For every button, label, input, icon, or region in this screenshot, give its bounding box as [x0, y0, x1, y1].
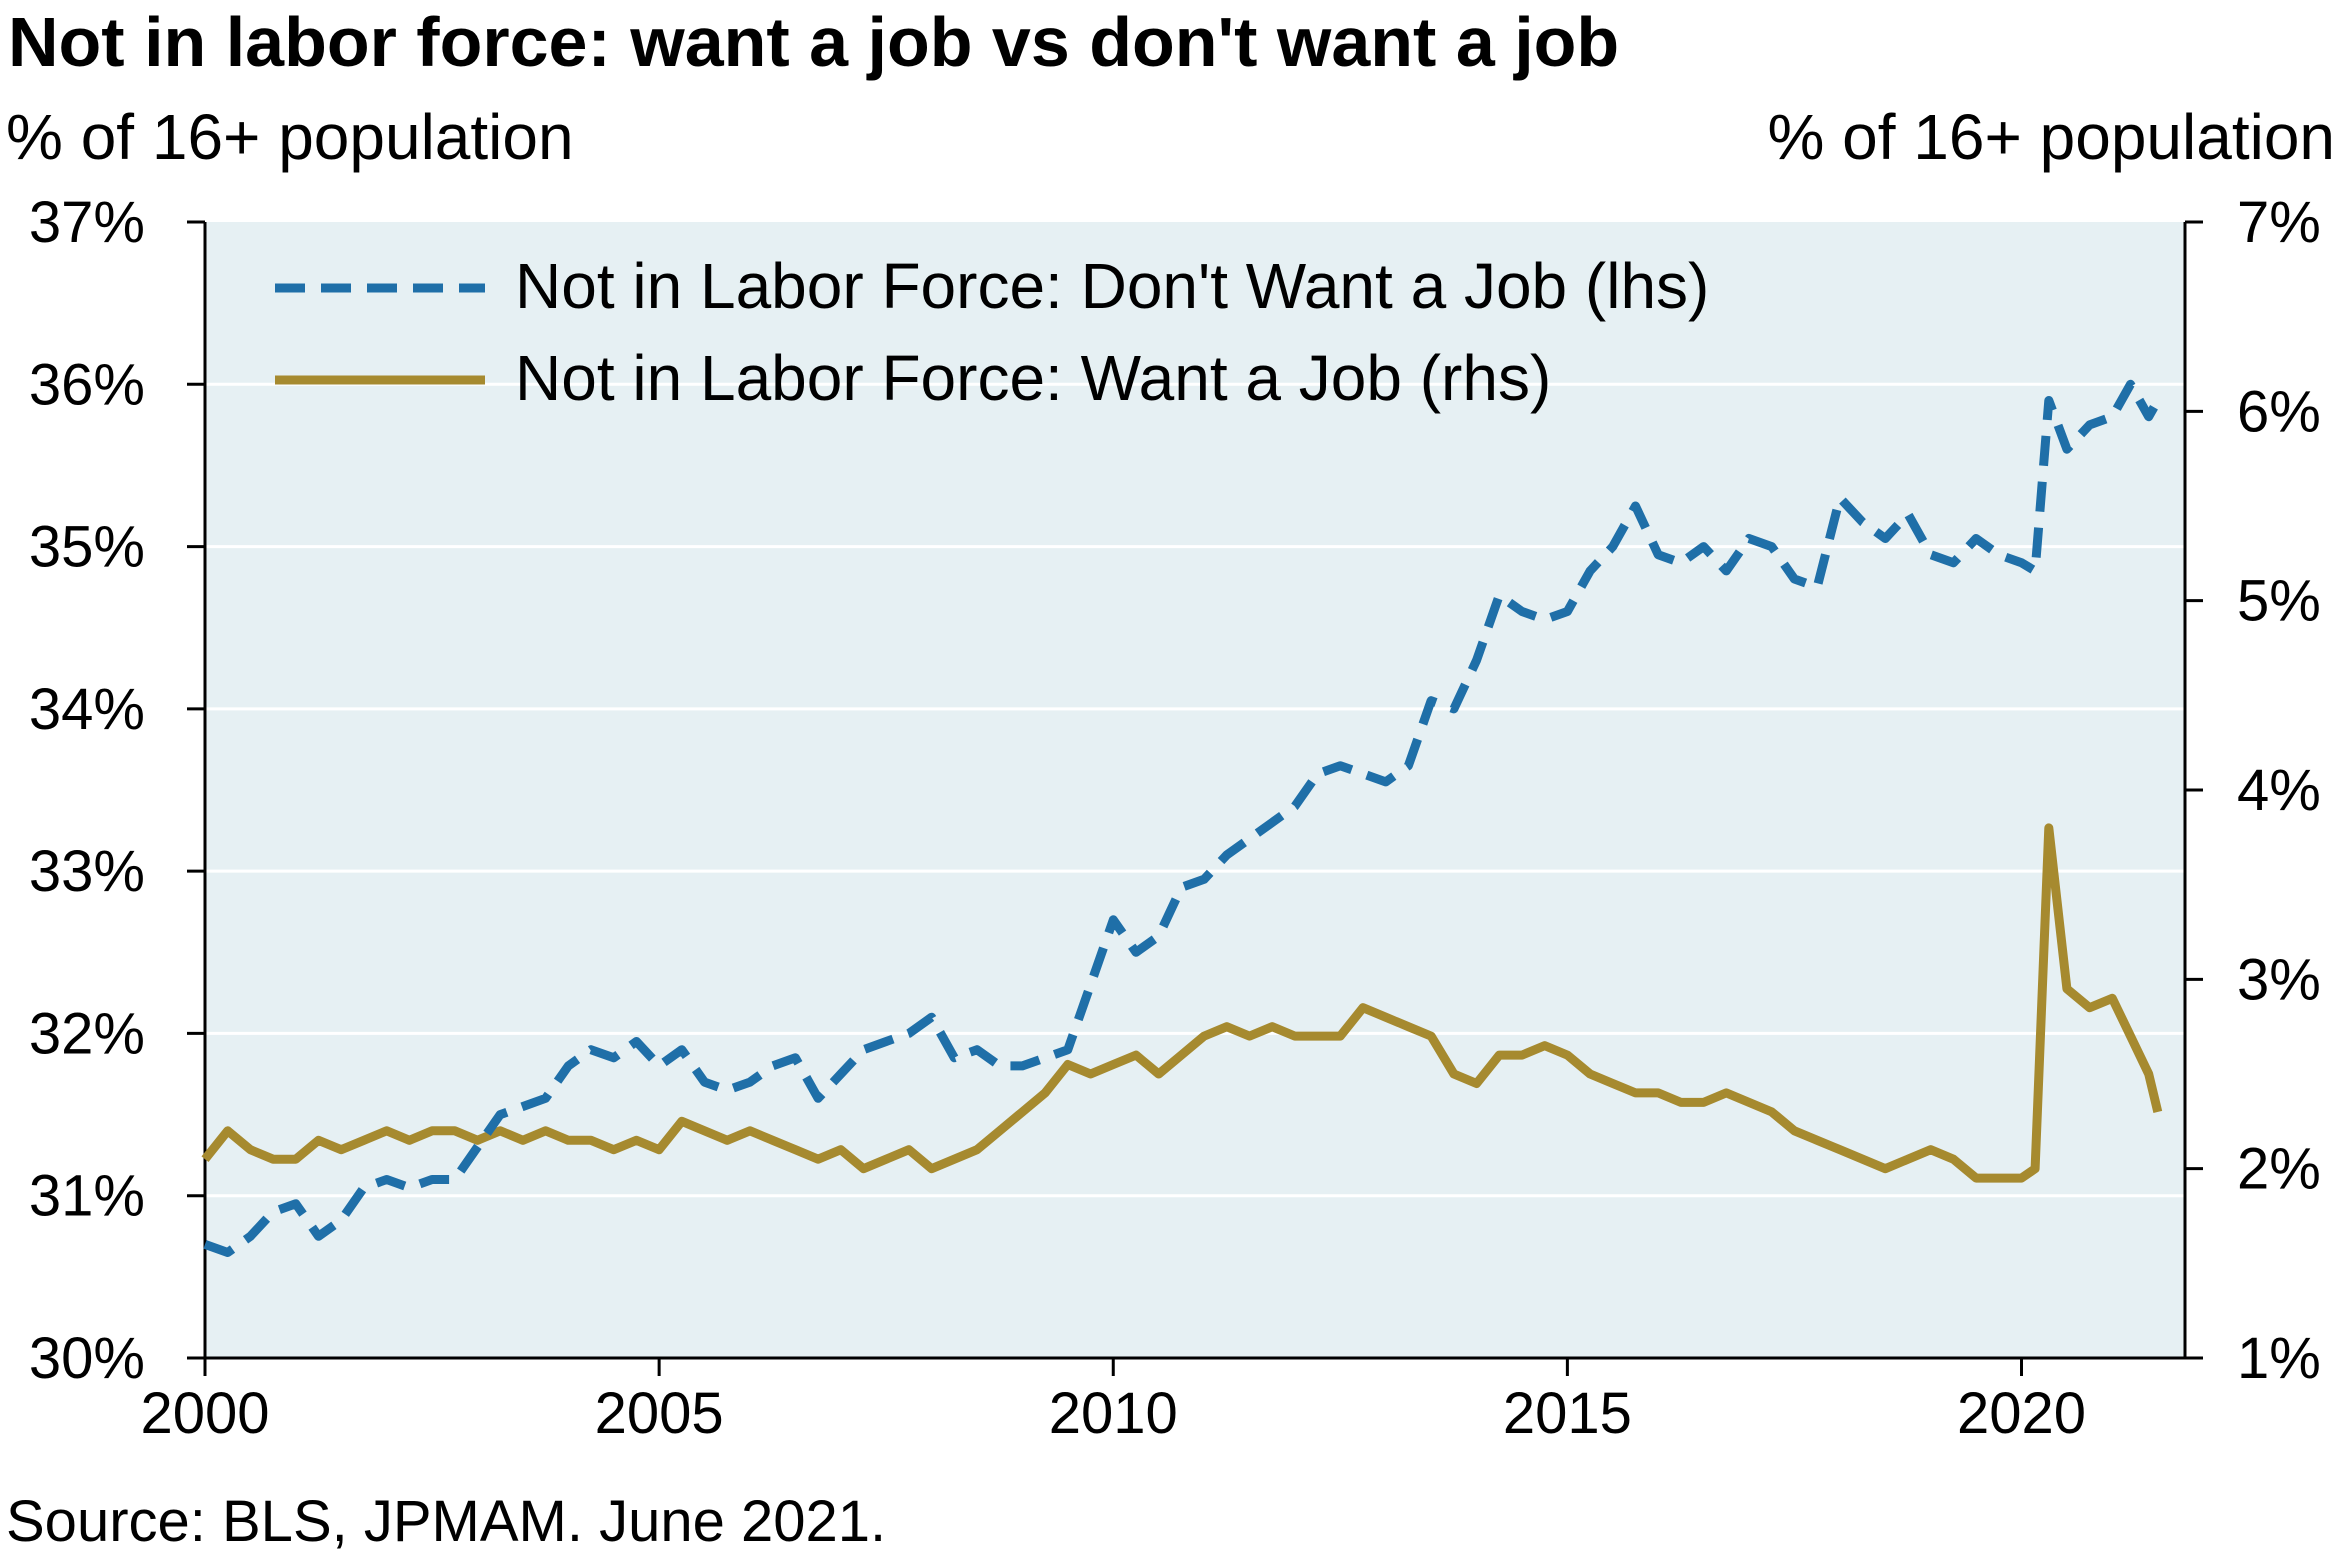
- x-axis-tick-label: 2015: [1503, 1381, 1632, 1446]
- left-axis-unit-label: % of 16+ population: [6, 101, 574, 173]
- x-axis-tick-label: 2005: [595, 1381, 724, 1446]
- right-axis-tick-label: 3%: [2237, 947, 2321, 1012]
- right-axis-tick-label: 7%: [2237, 190, 2321, 255]
- series-lines: [201, 379, 2163, 1257]
- axes: 30% 31% 32% 33% 34% 35% 36% 37% 1% 2% 3% 4% 5% 6% 7% 20…: [29, 190, 2321, 1446]
- series-line-want-job: [201, 823, 2163, 1183]
- right-axis-tick-label: 2%: [2237, 1137, 2321, 1202]
- right-axis-tick-label: 6%: [2237, 379, 2321, 444]
- left-axis-tick-label: 32%: [29, 1001, 145, 1066]
- x-axis-tick-label: 2000: [140, 1381, 269, 1446]
- series-line-dont-want-job: [203, 379, 2162, 1257]
- right-axis-tick-label: 4%: [2237, 758, 2321, 823]
- chart-title: Not in labor force: want a job vs don't …: [8, 3, 1620, 81]
- left-axis-tick-label: 31%: [29, 1164, 145, 1229]
- gridlines: [205, 382, 2185, 1198]
- left-axis-tick-label: 33%: [29, 839, 145, 904]
- right-axis-tick-label: 1%: [2237, 1326, 2321, 1391]
- right-axis-tick-label: 5%: [2237, 569, 2321, 634]
- source-note: Source: BLS, JPMAM. June 2021.: [6, 1489, 887, 1554]
- plot-area: [205, 222, 2185, 1358]
- left-axis-tick-label: 36%: [29, 352, 145, 417]
- left-axis-tick-label: 34%: [29, 677, 145, 742]
- legend: Not in Labor Force: Don't Want a Job (lh…: [275, 250, 1709, 414]
- x-axis-tick-label: 2020: [1957, 1381, 2086, 1446]
- right-axis-unit-label: % of 16+ population: [1767, 101, 2335, 173]
- left-axis-tick-label: 30%: [29, 1326, 145, 1391]
- left-axis-tick-label: 37%: [29, 190, 145, 255]
- legend-label: Not in Labor Force: Don't Want a Job (lh…: [515, 250, 1709, 322]
- x-axis-tick-label: 2010: [1049, 1381, 1178, 1446]
- legend-label: Not in Labor Force: Want a Job (rhs): [515, 342, 1551, 414]
- left-axis-tick-label: 35%: [29, 515, 145, 580]
